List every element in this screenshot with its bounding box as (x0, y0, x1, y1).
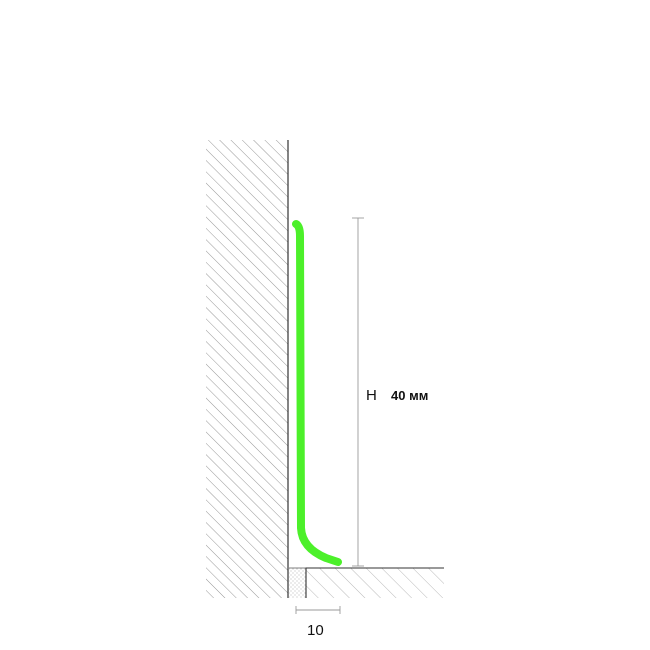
height-dimension (352, 217, 364, 567)
height-value: 40 мм (391, 388, 428, 403)
gap-value: 10 (307, 622, 324, 639)
wall (206, 140, 289, 598)
gap-dimension (295, 606, 341, 614)
floor-slab (305, 567, 444, 598)
skirting-profile (292, 220, 342, 566)
expansion-gap (289, 567, 306, 598)
height-symbol: H (366, 387, 377, 404)
